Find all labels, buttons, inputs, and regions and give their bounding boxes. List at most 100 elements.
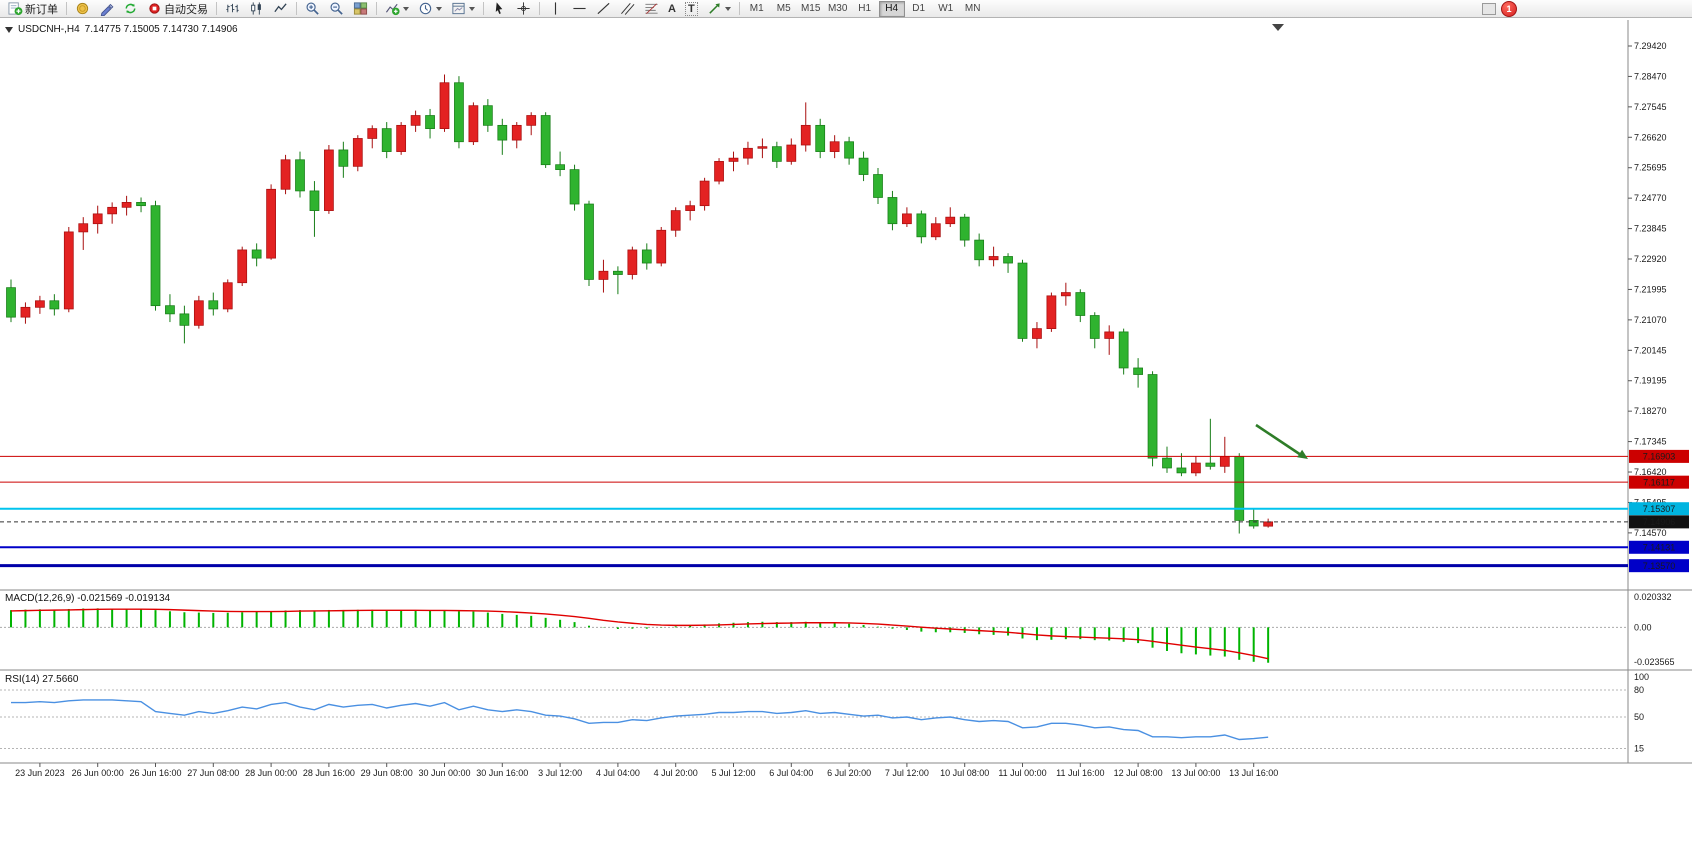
candlestick [1176,453,1187,477]
chart-canvas[interactable]: 7.29420 7.28470 7.27545 7.26620 7.25695 7.247… [0,18,1692,846]
arrow-annotation[interactable] [1255,423,1308,459]
tile-windows-button[interactable] [349,0,372,17]
timeframe-m30-button[interactable]: M30 [825,1,851,17]
line-chart-mode-button[interactable] [269,0,292,17]
candlestick [930,217,941,241]
candlestick [1133,358,1143,388]
periods-button[interactable] [414,0,446,17]
text-tool-icon: A [668,2,676,15]
toolbar-separator [539,2,540,15]
candlestick [743,141,753,165]
timeframe-h1-button[interactable]: H1 [852,1,878,17]
chart-shift-marker[interactable] [1272,24,1284,31]
candlestick [511,122,522,149]
autotrading-button[interactable]: 自动交易 [143,0,212,17]
fibonacci-icon [645,3,658,14]
zoom-out-button[interactable] [325,0,348,17]
price-axis: 7.29420 7.28470 7.27545 7.26620 7.25695 7.247… [1628,41,1667,538]
text-button[interactable]: A [664,0,680,17]
bar-chart-mode-button[interactable] [221,0,244,17]
rsi-levels [0,689,1628,749]
macd-indicator-title: MACD(12,26,9) -0.021569 -0.019134 [5,593,171,604]
svg-text:15: 15 [1634,744,1644,754]
price-axis-label: 7.17345 [1634,437,1667,447]
autotrading-icon [149,3,160,14]
candlestick [280,154,291,195]
candlestick [1060,282,1071,306]
time-axis-label: 26 Jun 16:00 [129,768,181,778]
chevron-down-icon [403,6,409,11]
timeframe-d1-button[interactable]: D1 [906,1,932,17]
candlestick [728,151,739,172]
svg-text:-0.023565: -0.023565 [1634,657,1675,667]
price-axis-label: 7.26620 [1634,132,1667,142]
timeframe-mn-button[interactable]: MN [960,1,986,17]
refresh-icon [125,3,136,14]
candlestick [627,246,638,280]
rsi-line [11,699,1269,741]
price-tag-7.13570: 7.13570 [1629,559,1689,573]
zoom-in-button[interactable] [301,0,324,17]
time-axis-label: 10 Jul 08:00 [940,768,989,778]
candles [6,74,1274,534]
price-axis-label: 7.23845 [1634,224,1667,234]
metaeditor-button[interactable] [95,0,118,17]
time-axis-label: 3 Jul 12:00 [538,768,582,778]
zoom-in-icon [306,2,319,15]
cursor-button[interactable] [488,0,511,17]
indicators-button[interactable] [381,0,413,17]
time-axis-label: 30 Jun 16:00 [476,768,528,778]
trendline-button[interactable] [592,0,615,17]
chart-ohlc-info: USDCNH-,H4 7.14775 7.15005 7.14730 7.149… [5,24,238,35]
candlestick [454,76,464,149]
candlestick [844,136,854,165]
new-order-button[interactable]: 新订单 [4,0,62,17]
price-axis-label: 7.18270 [1634,406,1667,416]
text-label-icon: T [684,1,698,16]
price-axis-label: 7.29420 [1634,41,1667,51]
candlestick [92,205,103,234]
ohlc-values: 7.14775 7.15005 7.14730 7.14906 [84,24,238,35]
candlestick-icon [251,2,261,15]
arrows-button[interactable] [703,0,735,17]
chart-collapse-icon[interactable] [5,26,13,33]
candlestick [685,200,696,221]
crosshair-button[interactable] [512,0,535,17]
candlestick [1219,436,1230,473]
timeframe-h4-button[interactable]: H4 [878,0,905,17]
horizontal-line-button[interactable] [568,0,591,17]
candlestick [959,213,970,247]
vertical-line-button[interactable] [544,0,567,17]
price-tag-7.14906: 7.14906 [1629,515,1689,529]
candlestick [1205,418,1216,470]
timeframe-m5-button[interactable]: M5 [771,1,797,17]
timeframe-w1-button[interactable]: W1 [933,1,959,17]
price-axis-label: 7.22920 [1634,254,1667,264]
pane-separators [0,20,1692,764]
candlestick [1075,289,1086,323]
candlestick [670,207,681,237]
price-axis-label: 7.19195 [1634,376,1667,386]
new-order-label: 新订单 [25,3,58,16]
timeframe-m1-button[interactable]: M1 [744,1,770,17]
window-status-icon [1482,2,1496,15]
candlestick [222,279,233,313]
timeframe-m15-button[interactable]: M15 [798,1,824,17]
candlestick [656,226,667,267]
candlestick-chart-mode-button[interactable] [245,0,268,17]
candlestick [150,200,161,311]
fibonacci-button[interactable] [640,0,663,17]
candlestick [324,145,334,214]
refresh-button[interactable] [119,0,142,17]
candlestick [295,151,305,198]
tile-windows-icon [353,2,368,15]
alerts-button[interactable] [71,0,94,17]
templates-button[interactable] [447,0,479,17]
macd-axis: 0.020332 0.00 -0.023565 [1634,592,1675,667]
channel-button[interactable] [616,0,639,17]
text-label-button[interactable]: T [681,0,702,17]
price-tag-7.15307: 7.15307 [1629,502,1689,516]
candlestick [1248,508,1259,529]
notification-badge[interactable]: 1 [1501,0,1517,17]
zoom-out-icon [330,2,343,15]
